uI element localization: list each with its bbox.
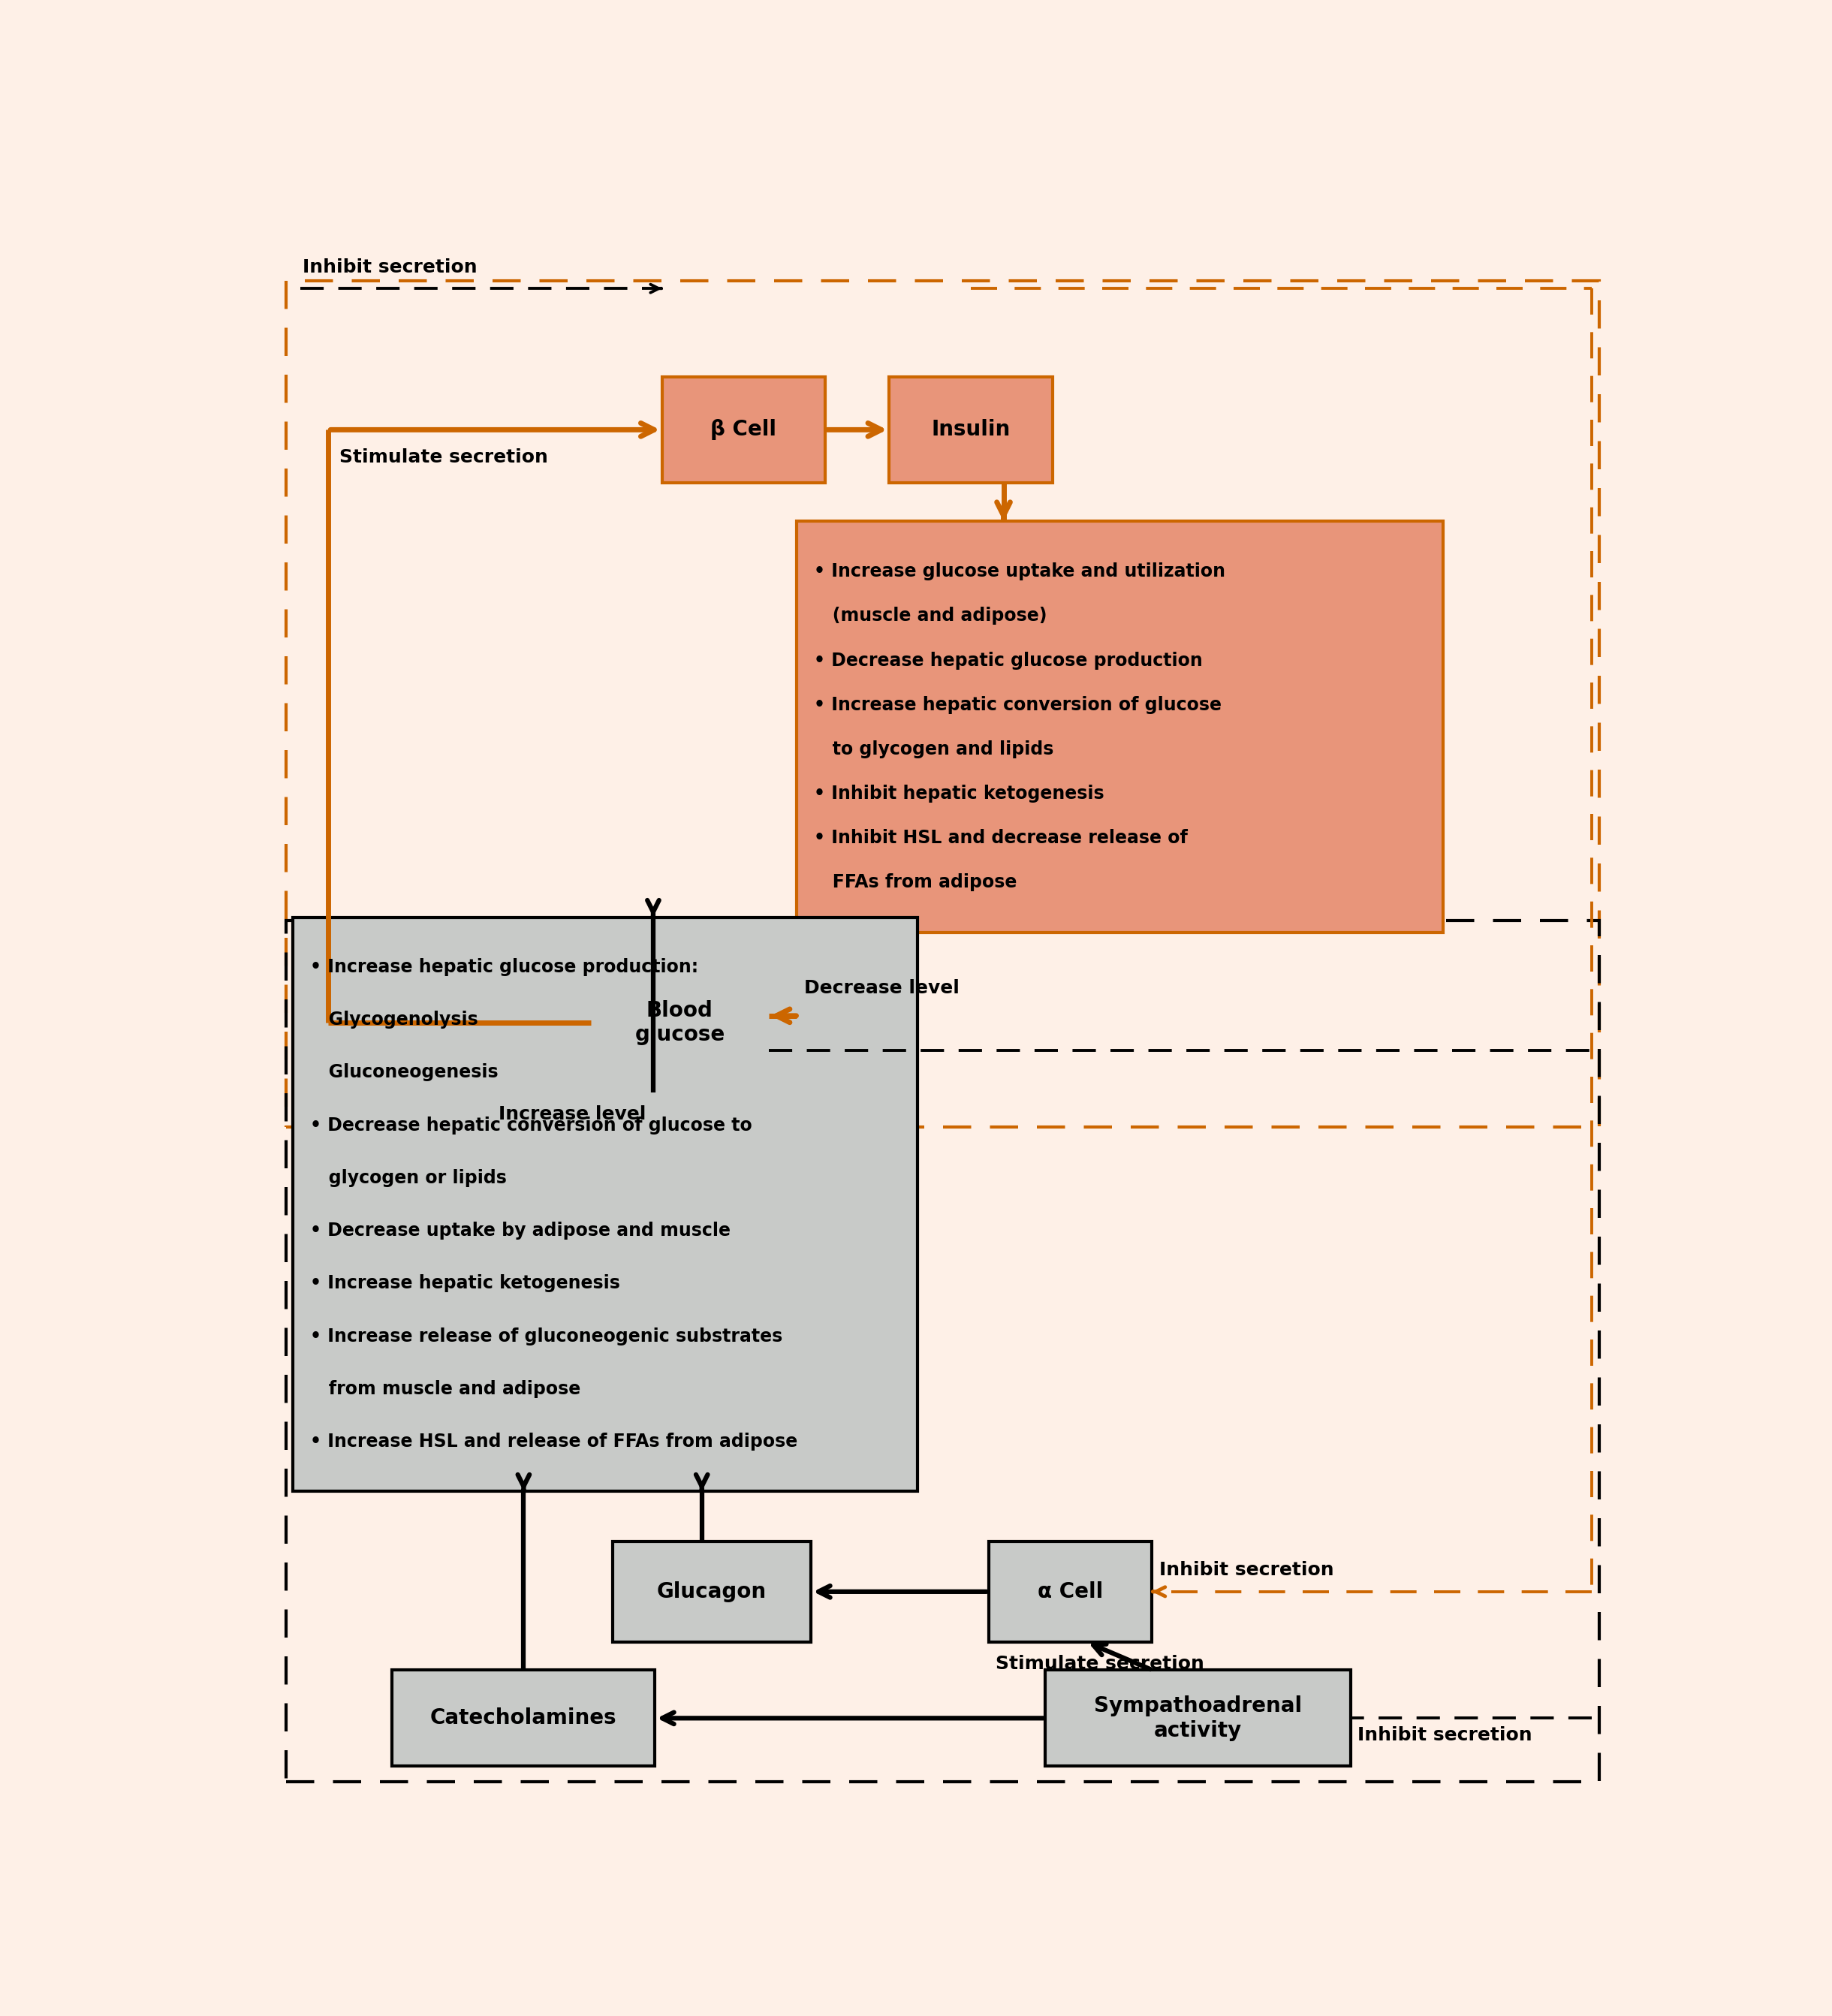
Text: • Inhibit HSL and decrease release of: • Inhibit HSL and decrease release of <box>813 829 1187 847</box>
Text: Gluconeogenesis: Gluconeogenesis <box>310 1062 498 1081</box>
Text: FFAs from adipose: FFAs from adipose <box>813 873 1017 891</box>
Text: Glucagon: Glucagon <box>658 1581 766 1603</box>
Text: • Decrease hepatic conversion of glucose to: • Decrease hepatic conversion of glucose… <box>310 1117 751 1135</box>
Text: • Increase hepatic glucose production:: • Increase hepatic glucose production: <box>310 958 698 976</box>
Text: glycogen or lipids: glycogen or lipids <box>310 1169 507 1187</box>
Text: Glycogenolysis: Glycogenolysis <box>310 1010 478 1028</box>
Text: (muscle and adipose): (muscle and adipose) <box>813 607 1048 625</box>
Bar <box>989 1540 1152 1643</box>
Bar <box>661 377 824 482</box>
Bar <box>612 1540 812 1643</box>
Text: • Decrease hepatic glucose production: • Decrease hepatic glucose production <box>813 651 1202 669</box>
Text: Insulin: Insulin <box>931 419 1011 439</box>
Bar <box>392 1669 656 1766</box>
Text: Stimulate secretion: Stimulate secretion <box>997 1655 1204 1673</box>
Bar <box>797 522 1444 933</box>
Text: from muscle and adipose: from muscle and adipose <box>310 1381 581 1397</box>
Bar <box>286 919 1599 1782</box>
Text: • Increase release of gluconeogenic substrates: • Increase release of gluconeogenic subs… <box>310 1327 782 1345</box>
Bar <box>592 954 769 1093</box>
Bar <box>1046 1669 1350 1766</box>
Text: Inhibit secretion: Inhibit secretion <box>1358 1726 1532 1744</box>
Bar <box>889 377 1053 482</box>
Text: Decrease level: Decrease level <box>804 980 960 998</box>
Text: to glycogen and lipids: to glycogen and lipids <box>813 740 1053 758</box>
Text: Catecholamines: Catecholamines <box>431 1708 617 1728</box>
Text: Blood
glucose: Blood glucose <box>634 1000 725 1046</box>
Text: Sympathoadrenal
activity: Sympathoadrenal activity <box>1094 1695 1303 1742</box>
Bar <box>286 280 1599 1127</box>
Text: • Increase hepatic conversion of glucose: • Increase hepatic conversion of glucose <box>813 696 1222 714</box>
Text: • Increase HSL and release of FFAs from adipose: • Increase HSL and release of FFAs from … <box>310 1433 797 1452</box>
Text: • Inhibit hepatic ketogenesis: • Inhibit hepatic ketogenesis <box>813 784 1105 802</box>
Text: Increase level: Increase level <box>498 1105 647 1123</box>
Text: Inhibit secretion: Inhibit secretion <box>1160 1560 1334 1579</box>
Text: β Cell: β Cell <box>711 419 777 439</box>
Bar <box>293 917 918 1492</box>
Text: Stimulate secretion: Stimulate secretion <box>339 448 548 466</box>
Text: • Decrease uptake by adipose and muscle: • Decrease uptake by adipose and muscle <box>310 1222 731 1240</box>
Text: • Increase hepatic ketogenesis: • Increase hepatic ketogenesis <box>310 1274 619 1292</box>
Text: α Cell: α Cell <box>1037 1581 1103 1603</box>
Text: Inhibit secretion: Inhibit secretion <box>302 258 478 276</box>
Text: • Increase glucose uptake and utilization: • Increase glucose uptake and utilizatio… <box>813 562 1226 581</box>
